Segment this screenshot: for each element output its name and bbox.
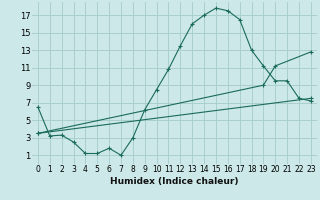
X-axis label: Humidex (Indice chaleur): Humidex (Indice chaleur) — [110, 177, 239, 186]
